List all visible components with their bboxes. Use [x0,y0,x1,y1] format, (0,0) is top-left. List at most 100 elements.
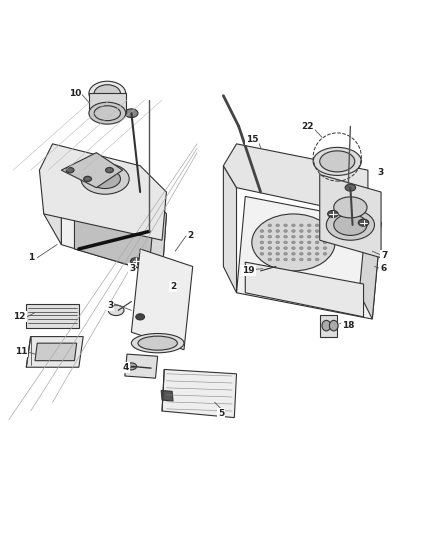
Ellipse shape [334,197,367,218]
Polygon shape [61,188,166,275]
Ellipse shape [276,224,279,227]
Ellipse shape [292,247,295,249]
Polygon shape [320,174,381,258]
Polygon shape [125,354,158,378]
Text: 3: 3 [129,264,135,273]
Ellipse shape [345,184,356,191]
Ellipse shape [284,253,287,255]
Ellipse shape [323,241,327,244]
Ellipse shape [284,241,287,244]
Ellipse shape [260,247,264,249]
Ellipse shape [307,230,311,232]
Ellipse shape [320,151,355,172]
Text: 15: 15 [246,135,258,144]
Ellipse shape [315,247,319,249]
Polygon shape [320,314,337,336]
Ellipse shape [268,241,272,244]
Text: 7: 7 [381,251,388,260]
Polygon shape [162,369,237,418]
Ellipse shape [300,230,303,232]
Ellipse shape [131,258,141,265]
Ellipse shape [89,81,126,106]
Ellipse shape [334,214,367,236]
Ellipse shape [300,224,303,227]
Ellipse shape [252,214,335,271]
Ellipse shape [315,224,319,227]
Ellipse shape [300,247,303,249]
Text: 10: 10 [69,89,81,98]
Ellipse shape [268,230,272,232]
Ellipse shape [323,230,327,232]
Ellipse shape [323,253,327,255]
Polygon shape [26,336,83,367]
Ellipse shape [328,211,338,217]
Ellipse shape [284,230,287,232]
Ellipse shape [125,109,138,118]
Polygon shape [223,166,237,293]
Text: 3: 3 [377,168,383,177]
Ellipse shape [284,224,287,227]
Polygon shape [44,166,61,245]
Ellipse shape [284,236,287,238]
Ellipse shape [260,230,264,232]
Ellipse shape [284,258,287,261]
Text: 3: 3 [107,302,113,310]
Ellipse shape [326,209,374,240]
Ellipse shape [315,241,319,244]
Ellipse shape [329,320,338,331]
Ellipse shape [323,247,327,249]
Ellipse shape [315,230,319,232]
Ellipse shape [313,147,361,175]
Ellipse shape [315,236,319,238]
Ellipse shape [323,236,327,238]
Text: 18: 18 [342,321,354,330]
Polygon shape [161,391,173,401]
Ellipse shape [315,258,319,261]
Ellipse shape [307,224,311,227]
Ellipse shape [260,236,264,238]
Polygon shape [237,197,381,319]
Ellipse shape [276,247,279,249]
Text: 1: 1 [28,253,35,262]
Ellipse shape [307,241,311,244]
Ellipse shape [268,224,272,227]
Ellipse shape [292,258,295,261]
Ellipse shape [260,241,264,244]
Ellipse shape [268,253,272,255]
Ellipse shape [307,258,311,261]
Ellipse shape [276,230,279,232]
Ellipse shape [268,247,272,249]
Ellipse shape [315,253,319,255]
Ellipse shape [292,253,295,255]
Text: 6: 6 [380,264,386,273]
Polygon shape [245,262,364,317]
Ellipse shape [292,224,295,227]
Polygon shape [145,192,166,275]
Text: 2: 2 [170,282,176,290]
Polygon shape [39,144,166,240]
Ellipse shape [108,305,124,316]
Ellipse shape [90,169,120,189]
Text: 2: 2 [187,231,194,240]
Ellipse shape [131,334,184,353]
Ellipse shape [138,336,177,350]
Polygon shape [61,152,123,188]
Ellipse shape [292,241,295,244]
Ellipse shape [94,85,120,102]
Ellipse shape [126,363,137,370]
Polygon shape [74,201,153,271]
Ellipse shape [292,236,295,238]
Ellipse shape [300,253,303,255]
Text: 22: 22 [302,122,314,131]
Ellipse shape [300,258,303,261]
Ellipse shape [307,236,311,238]
Text: 19: 19 [242,266,254,276]
Polygon shape [26,304,79,328]
Ellipse shape [276,236,279,238]
Ellipse shape [276,253,279,255]
Text: 11: 11 [15,348,27,357]
Ellipse shape [136,314,145,320]
Text: 12: 12 [14,312,26,321]
Ellipse shape [300,236,303,238]
Ellipse shape [66,167,74,173]
